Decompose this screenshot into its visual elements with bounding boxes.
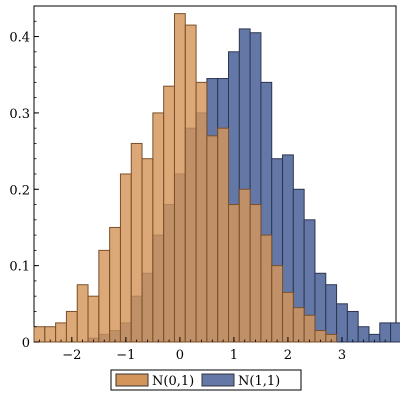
x-tick-label: 3 (338, 348, 346, 363)
x-tick-label: 2 (284, 348, 292, 363)
bar (152, 112, 165, 343)
bar (98, 249, 111, 343)
y-tick-label: 0 (22, 336, 30, 351)
bar (228, 204, 240, 343)
x-tick-label: −1 (116, 348, 135, 363)
x-tick-label: 0 (176, 348, 184, 363)
x-tick-label: 1 (230, 348, 238, 363)
bar (346, 310, 359, 343)
axes-layer: −2 −1 0 1 2 3 0 0.1 0.2 0.3 0.4 (9, 20, 386, 363)
legend-swatch (115, 373, 149, 387)
legend-label: N(0,1) (152, 374, 194, 389)
bar (271, 265, 284, 343)
bar (76, 284, 89, 343)
series-1 (33, 13, 338, 343)
y-tick-label: 0.2 (9, 183, 30, 198)
bar (119, 173, 132, 343)
bar (130, 142, 143, 343)
bar (163, 85, 175, 343)
bar (173, 13, 186, 343)
bar (184, 24, 197, 343)
bar (249, 204, 262, 343)
bar (206, 135, 219, 343)
bar (55, 322, 67, 343)
bar (303, 314, 316, 343)
bar (195, 81, 208, 343)
bar (260, 234, 273, 343)
x-tick-label: −2 (62, 348, 81, 363)
bar (292, 307, 305, 343)
bar (87, 295, 100, 343)
bar (109, 226, 121, 343)
y-tick-label: 0.4 (9, 31, 30, 46)
legend: N(0,1) N(1,1) (110, 369, 302, 391)
bar (390, 322, 400, 343)
bar (217, 127, 230, 343)
legend-label: N(1,1) (238, 374, 280, 389)
y-tick-label: 0.3 (9, 107, 30, 122)
bar (282, 291, 294, 343)
legend-swatch (201, 373, 235, 387)
bars-layer (33, 13, 400, 343)
bar (336, 303, 348, 343)
y-tick-label: 0.1 (9, 260, 30, 275)
bar (238, 188, 251, 343)
bar (141, 158, 154, 343)
bar (325, 284, 338, 343)
bar (379, 322, 392, 343)
